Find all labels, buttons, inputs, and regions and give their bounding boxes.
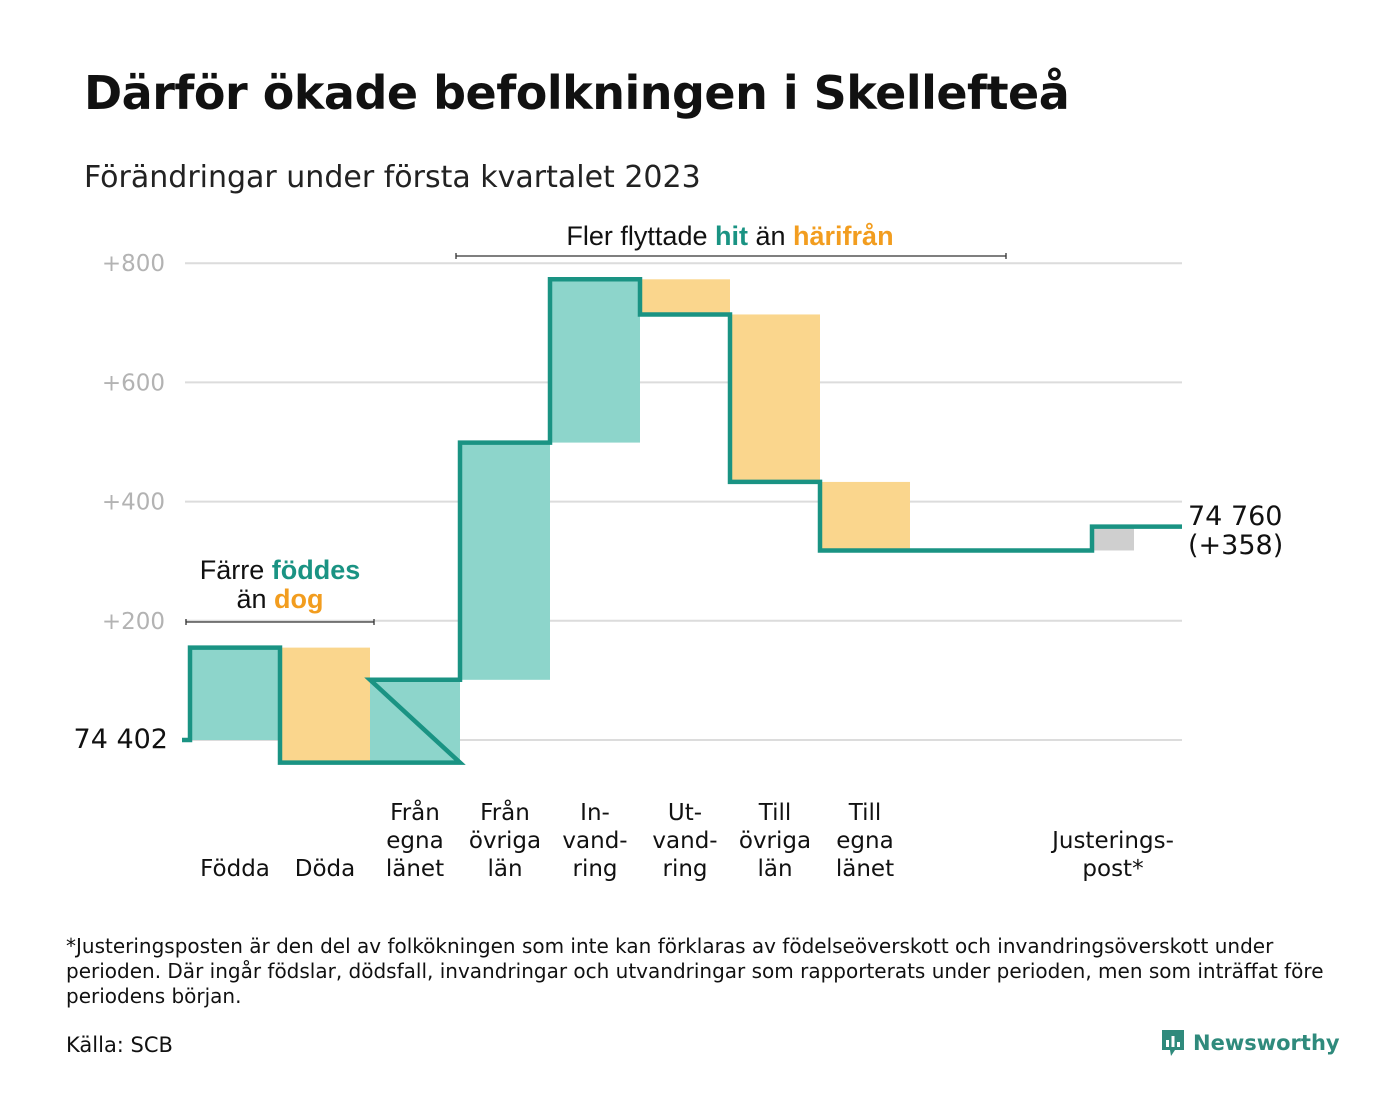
x-category-label: övriga xyxy=(469,828,541,854)
end-change-label: (+358) xyxy=(1188,530,1283,561)
bar-decrease xyxy=(640,279,730,315)
waterfall-chart: +200+400+600+800 Födda DödaFrånegnalänetF… xyxy=(74,221,1284,882)
bar-increase xyxy=(460,442,550,680)
x-category-label: Från xyxy=(390,798,440,826)
brand-logo: Newsworthy xyxy=(1160,1028,1340,1058)
annotation-migration-text: Fler flyttade hit än härifrån xyxy=(566,221,893,251)
x-category-label: övriga xyxy=(739,828,811,854)
cumulative-step-line xyxy=(182,277,1182,765)
newsworthy-logo-icon xyxy=(1162,1030,1184,1056)
annotation-line-1: Färre föddes xyxy=(200,555,361,585)
source-label: Källa: SCB xyxy=(66,1033,173,1057)
x-category-label: vand- xyxy=(562,828,627,854)
x-category-label: egna xyxy=(836,828,893,854)
x-category-label: post* xyxy=(1082,856,1143,882)
x-category-label: vand- xyxy=(652,828,717,854)
bar-decrease xyxy=(280,647,370,763)
start-value-label: 74 402 xyxy=(74,724,168,755)
x-category-label: ring xyxy=(572,856,617,882)
x-category-label: Från xyxy=(480,798,530,826)
bar-adjustment xyxy=(1092,526,1134,551)
bar-increase xyxy=(550,279,640,443)
bar-decrease xyxy=(820,481,910,551)
bars xyxy=(190,279,1134,763)
x-category-label: län xyxy=(757,856,792,882)
x-category-label: Justerings- xyxy=(1050,828,1174,854)
y-tick-label: +600 xyxy=(102,370,165,396)
bar-decrease xyxy=(730,314,820,482)
x-category-label: Till xyxy=(848,800,882,826)
annotation-migration: Fler flyttade hit än härifrån xyxy=(455,221,1007,259)
annotation-bracket xyxy=(185,619,375,625)
x-category-label: länet xyxy=(386,856,444,882)
x-category-label: Till xyxy=(758,800,792,826)
chart-title: Därför ökade befolkningen i Skellefteå xyxy=(84,66,1070,120)
end-value-label: 74 760 xyxy=(1188,501,1282,532)
x-axis-labels: Födda DödaFrånegnalänetFrånövrigalänIn-va… xyxy=(200,798,1174,882)
y-axis-ticks: +200 +400 +600 +800 xyxy=(102,251,165,635)
x-category-label: länet xyxy=(836,856,894,882)
bar-increase xyxy=(190,647,280,740)
y-tick-label: +800 xyxy=(102,251,165,277)
y-tick-label: +400 xyxy=(102,490,165,516)
x-category-label: In- xyxy=(580,800,610,826)
x-category-label: Ut- xyxy=(668,800,702,826)
brand-name: Newsworthy xyxy=(1193,1031,1340,1055)
annotation-bracket xyxy=(455,253,1007,259)
x-category-label: län xyxy=(487,856,522,882)
x-category-label: egna xyxy=(386,828,443,854)
x-category-label: Döda xyxy=(295,856,355,882)
y-tick-label: +200 xyxy=(102,609,165,635)
chart-subtitle: Förändringar under första kvartalet 2023 xyxy=(84,160,701,195)
x-category-label: ring xyxy=(662,856,707,882)
footnote: *Justeringsposten är den del av folkökni… xyxy=(66,934,1324,1008)
x-category-label: Födda xyxy=(200,856,270,882)
annotation-line-2: än dog xyxy=(236,584,323,614)
annotation-births-deaths: Färre föddes än dog xyxy=(185,555,375,625)
